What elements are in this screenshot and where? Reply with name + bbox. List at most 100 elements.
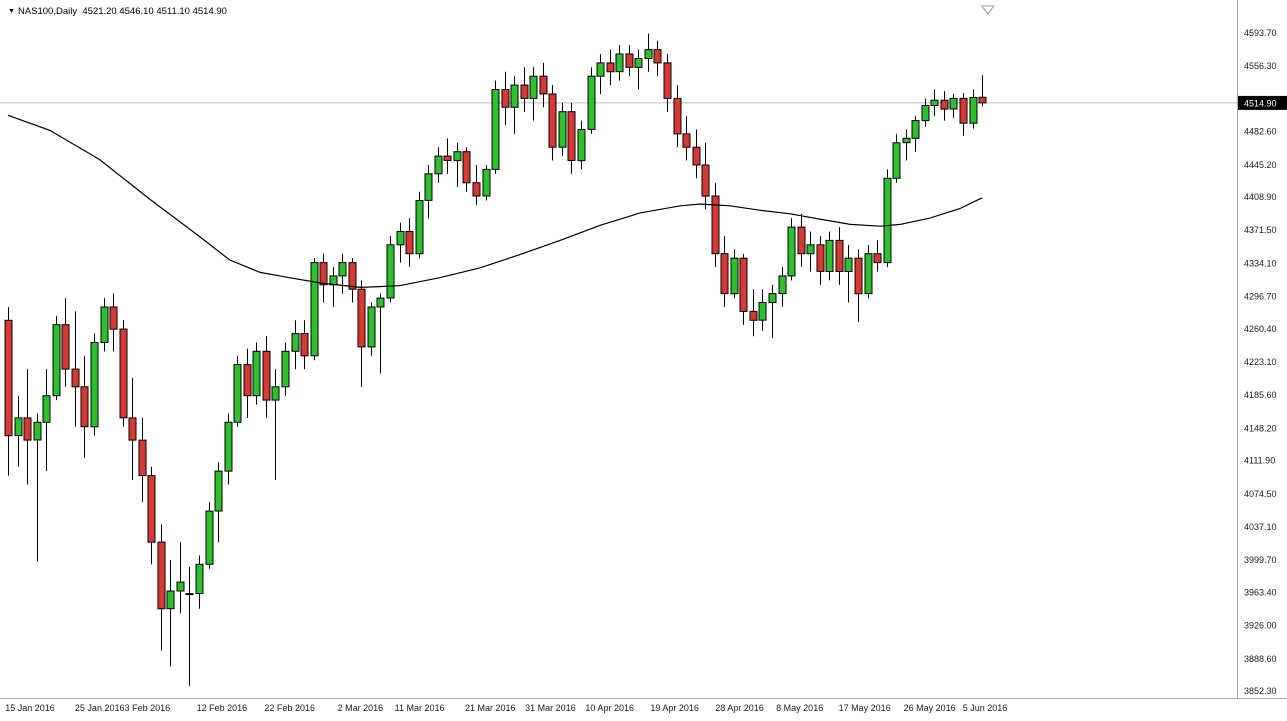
symbol-dropdown-icon[interactable]: ▼ — [8, 8, 15, 15]
candle-body — [14, 417, 23, 437]
candle-body — [119, 328, 128, 419]
date-axis-label[interactable]: 25 Jan 2016 — [75, 703, 125, 713]
price-axis-label[interactable]: 3888.60 — [1244, 654, 1277, 664]
date-axis-label[interactable]: 31 Mar 2016 — [525, 703, 576, 713]
candle-body — [319, 262, 328, 286]
date-axis-label[interactable]: 8 May 2016 — [776, 703, 823, 713]
price-axis-label[interactable]: 4260.40 — [1244, 324, 1277, 334]
candle-body — [224, 421, 233, 472]
candle-body — [23, 417, 32, 441]
candle-body — [80, 386, 89, 428]
candle-body — [501, 89, 510, 108]
candle-body — [940, 99, 949, 110]
candle-body — [281, 350, 290, 388]
date-axis-label[interactable]: 22 Feb 2016 — [264, 703, 315, 713]
price-axis-label[interactable]: 4408.90 — [1244, 192, 1277, 202]
candle-body — [424, 173, 433, 201]
candle-body — [730, 257, 739, 295]
price-axis-label[interactable]: 3963.40 — [1244, 587, 1277, 597]
price-axis-label[interactable]: 4074.50 — [1244, 489, 1277, 499]
price-axis-label[interactable]: 4148.20 — [1244, 423, 1277, 433]
candle-body — [539, 75, 548, 95]
price-axis-label[interactable]: 4296.70 — [1244, 292, 1277, 302]
price-axis-label[interactable]: 4445.20 — [1244, 160, 1277, 170]
chart-symbol-period: NAS100,Daily — [17, 6, 78, 17]
price-axis-label[interactable]: 4371.50 — [1244, 225, 1277, 235]
date-axis-label[interactable]: 2 Mar 2016 — [338, 703, 384, 713]
date-axis-label[interactable]: 21 Mar 2016 — [465, 703, 516, 713]
price-axis-label[interactable]: 4556.30 — [1244, 61, 1277, 71]
candle-body — [682, 133, 691, 148]
date-axis-label[interactable]: 12 Feb 2016 — [197, 703, 248, 713]
price-axis[interactable]: 4593.70 4556.30 4482.60 4445.20 4408.90 4371.… — [1244, 28, 1277, 696]
candle-body — [482, 168, 491, 197]
candle-body — [749, 310, 758, 321]
candle-body — [52, 324, 61, 397]
candle-body — [300, 333, 309, 357]
candle-body — [396, 231, 405, 246]
candle-body — [214, 470, 223, 512]
date-axis-label[interactable]: 19 Apr 2016 — [650, 703, 699, 713]
candle-body — [673, 97, 682, 135]
candle-body — [911, 120, 920, 139]
candle-body — [100, 306, 109, 343]
current-price-tag — [1238, 95, 1287, 110]
date-axis-label[interactable]: 28 Apr 2016 — [715, 703, 764, 713]
candle-body — [472, 182, 481, 197]
candle-body — [567, 111, 576, 161]
price-axis-label[interactable]: 3999.70 — [1244, 555, 1277, 565]
candle-body — [510, 84, 519, 108]
date-axis-label[interactable]: 10 Apr 2016 — [585, 703, 634, 713]
candle-body — [634, 58, 643, 68]
candle-body — [348, 262, 357, 290]
candle-body — [195, 563, 204, 595]
candle-body — [367, 306, 376, 348]
date-axis-label[interactable]: 15 Jan 2016 — [5, 703, 55, 713]
candle-body — [147, 475, 156, 543]
candle-body — [644, 49, 653, 59]
date-axis-label[interactable]: 26 May 2016 — [904, 703, 956, 713]
time-axis[interactable]: 15 Jan 2016 25 Jan 2016 3 Feb 2016 12 Feb 2… — [5, 703, 1007, 713]
date-axis-label[interactable]: 5 Jun 2016 — [963, 703, 1008, 713]
candle-body — [4, 319, 13, 437]
price-axis-label[interactable]: 4185.60 — [1244, 390, 1277, 400]
candle-body — [357, 288, 366, 348]
price-axis-label[interactable]: 4482.60 — [1244, 127, 1277, 137]
candle-body — [969, 97, 978, 124]
candle-body — [338, 262, 347, 277]
price-axis-label[interactable]: 4037.10 — [1244, 522, 1277, 532]
candle-body — [701, 164, 710, 197]
candle-body — [329, 275, 338, 286]
date-axis-label[interactable]: 17 May 2016 — [839, 703, 891, 713]
candle-body — [128, 417, 137, 441]
price-axis-label[interactable]: 3926.00 — [1244, 621, 1277, 631]
price-axis-label[interactable]: 3852.30 — [1244, 686, 1277, 696]
price-axis-label[interactable]: 4111.90 — [1244, 456, 1275, 466]
candle-body — [921, 105, 930, 122]
candle-body — [434, 155, 443, 175]
candle-body — [902, 137, 911, 144]
date-axis-label[interactable]: 3 Feb 2016 — [125, 703, 171, 713]
candle-body — [109, 306, 118, 330]
candle-body — [587, 75, 596, 130]
candle-body — [653, 49, 662, 64]
price-axis-label[interactable]: 4593.70 — [1244, 28, 1277, 38]
candle-body — [959, 97, 968, 124]
price-axis-label[interactable]: 4223.10 — [1244, 357, 1277, 367]
candle-body — [166, 590, 175, 610]
date-axis-label[interactable]: 11 Mar 2016 — [395, 703, 445, 713]
candle-body — [864, 253, 873, 295]
price-axis-label[interactable]: 4334.10 — [1244, 258, 1277, 268]
candle-body — [806, 244, 815, 255]
candle-body — [271, 386, 280, 401]
candle-body — [949, 97, 958, 110]
candle-body — [415, 200, 424, 255]
candle-body — [233, 364, 242, 423]
candle-body — [663, 62, 672, 99]
candle-body — [443, 155, 452, 162]
chart-title: ▼ NAS100,Daily 4521.20 4546.10 4511.10 45… — [8, 6, 227, 17]
candle-body — [797, 226, 806, 255]
candle-body — [558, 111, 567, 148]
candle-body — [873, 253, 882, 264]
